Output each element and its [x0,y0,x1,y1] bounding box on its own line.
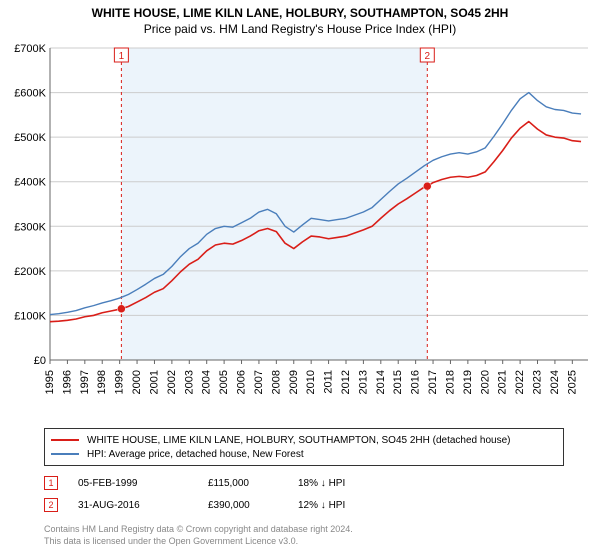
sale-pct: 12% ↓ HPI [298,500,418,511]
sale-row: 2 31-AUG-2016£390,00012% ↓ HPI [44,494,592,516]
sale-marker: 1 [44,476,58,490]
sale-price: £390,000 [208,500,298,511]
sale-pct: 18% ↓ HPI [298,478,418,489]
chart-container: WHITE HOUSE, LIME KILN LANE, HOLBURY, SO… [0,0,600,555]
svg-text:£0: £0 [34,355,46,367]
svg-text:2006: 2006 [236,370,248,394]
svg-text:2014: 2014 [375,370,387,394]
svg-text:2019: 2019 [462,370,474,394]
chart-subtitle: Price paid vs. HM Land Registry's House … [8,22,592,36]
svg-text:2021: 2021 [497,370,509,394]
sale-date: 31-AUG-2016 [78,500,208,511]
svg-text:2020: 2020 [479,370,491,394]
legend-row: HPI: Average price, detached house, New … [51,447,557,461]
svg-text:£700K: £700K [14,43,46,55]
svg-text:1997: 1997 [79,370,91,394]
chart-area: £0 £100K £200K £300K £400K £500K £600K £700K 199… [8,42,592,422]
svg-text:£500K: £500K [14,132,46,144]
legend-box: WHITE HOUSE, LIME KILN LANE, HOLBURY, SO… [44,428,564,466]
sales-table: 1 05-FEB-1999£115,00018% ↓ HPI 2 31-AUG-201… [44,472,592,516]
svg-text:2005: 2005 [218,370,230,394]
svg-text:2008: 2008 [270,370,282,394]
svg-text:£100K: £100K [14,310,46,322]
svg-text:2018: 2018 [444,370,456,394]
svg-text:2013: 2013 [357,370,369,394]
chart-title: WHITE HOUSE, LIME KILN LANE, HOLBURY, SO… [8,6,592,20]
legend-label: HPI: Average price, detached house, New … [87,449,304,460]
footnote-line-2: This data is licensed under the Open Gov… [44,536,592,548]
legend-row: WHITE HOUSE, LIME KILN LANE, HOLBURY, SO… [51,433,557,447]
svg-text:2001: 2001 [148,370,160,394]
svg-text:2017: 2017 [427,370,439,394]
svg-text:1995: 1995 [44,370,56,394]
svg-text:2025: 2025 [566,370,578,394]
sale-marker: 2 [44,498,58,512]
svg-text:2004: 2004 [201,370,213,394]
svg-text:2015: 2015 [392,370,404,394]
svg-text:2016: 2016 [410,370,422,394]
svg-text:2007: 2007 [253,370,265,394]
legend-label: WHITE HOUSE, LIME KILN LANE, HOLBURY, SO… [87,435,510,446]
svg-text:£300K: £300K [14,221,46,233]
sale-date: 05-FEB-1999 [78,478,208,489]
svg-text:2012: 2012 [340,370,352,394]
svg-text:1996: 1996 [61,370,73,394]
footnote: Contains HM Land Registry data © Crown c… [44,524,592,547]
svg-text:2: 2 [425,51,431,62]
svg-text:2023: 2023 [532,370,544,394]
sale-price: £115,000 [208,478,298,489]
footnote-line-1: Contains HM Land Registry data © Crown c… [44,524,592,536]
svg-text:2009: 2009 [288,370,300,394]
svg-text:2024: 2024 [549,370,561,394]
svg-text:2022: 2022 [514,370,526,394]
svg-text:1999: 1999 [114,370,126,394]
svg-text:1: 1 [119,51,125,62]
svg-text:1998: 1998 [96,370,108,394]
svg-text:£400K: £400K [14,177,46,189]
svg-text:2000: 2000 [131,370,143,394]
svg-text:2003: 2003 [183,370,195,394]
svg-text:£200K: £200K [14,266,46,278]
legend-swatch [51,453,79,455]
svg-text:£600K: £600K [14,88,46,100]
svg-text:2010: 2010 [305,370,317,394]
sale-row: 1 05-FEB-1999£115,00018% ↓ HPI [44,472,592,494]
svg-text:2002: 2002 [166,370,178,394]
chart-svg: £0 £100K £200K £300K £400K £500K £600K £700K 199… [8,42,592,422]
legend-swatch [51,439,79,441]
svg-text:2011: 2011 [323,370,335,394]
